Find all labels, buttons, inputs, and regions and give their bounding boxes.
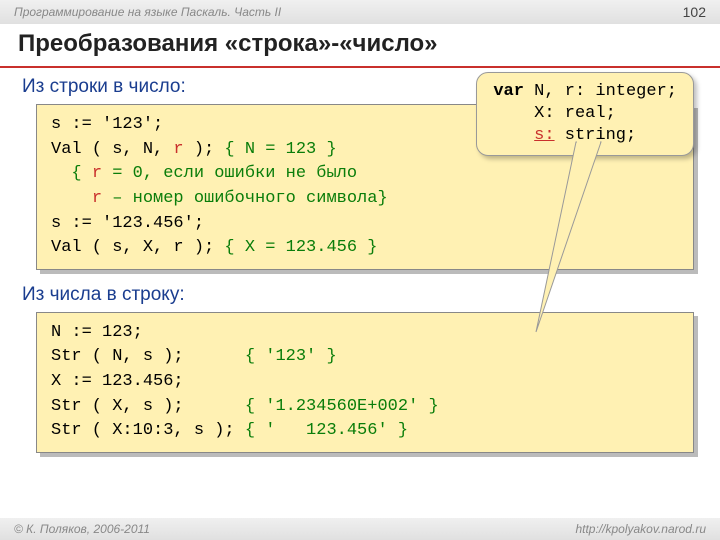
var-callout: var N, r: integer; X: real; s: string; [476,72,694,156]
footer-bar: © К. Поляков, 2006-2011 http://kpolyakov… [0,518,720,540]
header-bar: Программирование на языке Паскаль. Часть… [0,0,720,24]
page-title: Преобразования «строка»-«число» [0,24,720,68]
course-title: Программирование на языке Паскаль. Часть… [14,5,281,19]
copyright: © К. Поляков, 2006-2011 [14,522,150,536]
page-number: 102 [683,4,706,20]
footer-url: http://kpolyakov.narod.ru [575,522,706,536]
